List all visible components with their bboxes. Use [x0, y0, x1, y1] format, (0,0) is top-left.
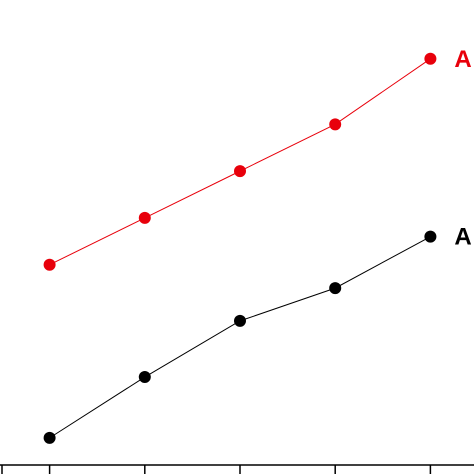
- data-point: [424, 52, 437, 65]
- series-label: A: [454, 224, 471, 251]
- x-axis: [0, 464, 474, 474]
- data-point: [329, 118, 342, 131]
- data-point: [234, 165, 246, 178]
- series-1: A: [43, 224, 472, 444]
- series-line: [49, 236, 431, 439]
- series-layer: AA: [43, 46, 472, 444]
- series-0: A: [43, 46, 472, 271]
- series-line: [49, 58, 431, 266]
- data-point: [329, 282, 342, 295]
- data-point: [43, 258, 56, 271]
- data-point: [424, 230, 437, 243]
- data-point: [138, 211, 151, 224]
- series-label: A: [454, 46, 471, 73]
- data-point: [138, 371, 151, 384]
- data-point: [43, 431, 56, 444]
- data-point: [234, 314, 246, 327]
